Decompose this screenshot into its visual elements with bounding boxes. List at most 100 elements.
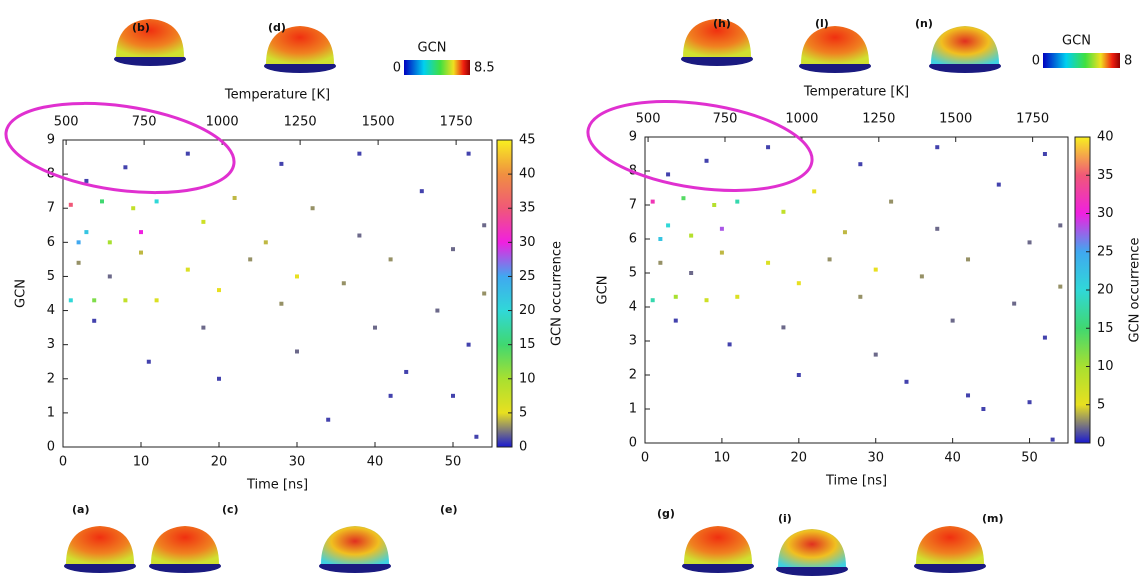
nanoparticle xyxy=(931,26,999,64)
data-point xyxy=(146,359,151,364)
data-point xyxy=(666,223,671,228)
data-point xyxy=(1042,335,1047,340)
y-tick-label: 7 xyxy=(47,201,55,216)
nanoparticle xyxy=(116,19,184,57)
data-point xyxy=(100,199,104,204)
data-point xyxy=(1050,437,1055,442)
data-point xyxy=(68,298,73,303)
data-point xyxy=(727,342,732,347)
y-tick-label: 6 xyxy=(629,232,637,247)
x-tick-label: 40 xyxy=(944,451,961,466)
colorbar-tick-label: 0 xyxy=(1097,436,1105,451)
y-tick-label: 4 xyxy=(47,303,55,318)
data-point xyxy=(217,288,221,293)
data-point xyxy=(451,247,455,252)
data-point xyxy=(658,237,663,241)
colorbar-label: GCN occurrence xyxy=(550,241,565,346)
data-point xyxy=(673,318,678,323)
gcn-scale-min: 0 xyxy=(393,61,401,76)
x2-tick-label: 1750 xyxy=(1016,112,1049,127)
colorbar-tick-label: 5 xyxy=(1097,397,1105,412)
y-axis-label: GCN xyxy=(14,279,29,308)
data-point xyxy=(650,199,655,204)
x2-tick-label: 1000 xyxy=(206,115,239,130)
y-tick-label: 2 xyxy=(629,368,637,383)
panel-label: (i) xyxy=(778,512,792,525)
colorbar-tick-label: 15 xyxy=(519,337,536,352)
data-point xyxy=(935,226,940,231)
y-tick-label: 1 xyxy=(629,402,637,417)
data-point xyxy=(996,182,1001,187)
data-point xyxy=(341,281,346,286)
colorbar-tick-label: 25 xyxy=(1097,244,1114,259)
data-point xyxy=(858,294,863,299)
data-point xyxy=(107,240,112,245)
colorbar-tick-label: 20 xyxy=(1097,283,1114,298)
colorbar xyxy=(496,139,513,448)
data-point xyxy=(435,308,440,313)
data-point xyxy=(827,257,832,262)
colorbar-tick-label: 0 xyxy=(519,440,527,455)
x2-tick-label: 1000 xyxy=(785,112,818,127)
panel-label: (c) xyxy=(222,503,239,516)
x2-tick-label: 500 xyxy=(54,115,79,130)
data-point xyxy=(873,267,878,272)
data-point xyxy=(201,325,206,330)
x2-axis-label: Temperature [K] xyxy=(803,85,909,100)
x-axis-label: Time [ns] xyxy=(246,478,308,493)
data-point xyxy=(357,233,362,238)
y-tick-label: 6 xyxy=(47,235,55,250)
colorbar-tick-label: 40 xyxy=(519,167,536,182)
data-point xyxy=(84,178,89,183)
data-point xyxy=(92,298,97,303)
x2-tick-label: 1500 xyxy=(939,112,972,127)
data-point xyxy=(842,230,847,235)
nanoparticle xyxy=(916,526,984,564)
gcn-scale-title: GCN xyxy=(418,41,447,56)
nanoparticle xyxy=(321,526,389,564)
colorbar-tick-label: 5 xyxy=(519,405,527,420)
panel-label: (n) xyxy=(915,17,933,30)
x2-tick-label: 750 xyxy=(713,112,738,127)
data-point xyxy=(123,165,128,170)
y-axis-label: GCN xyxy=(596,276,611,305)
data-point xyxy=(357,151,362,156)
data-point xyxy=(966,393,971,398)
x-tick-label: 50 xyxy=(1021,451,1038,466)
data-point xyxy=(139,230,143,235)
panel-label: (h) xyxy=(713,17,731,30)
x-tick-label: 30 xyxy=(289,455,306,470)
panel-label: (e) xyxy=(440,503,458,516)
data-point xyxy=(666,172,671,177)
data-point xyxy=(310,206,315,211)
data-point xyxy=(673,294,678,299)
nanoparticle xyxy=(266,26,334,64)
x-tick-label: 0 xyxy=(641,451,649,466)
data-point xyxy=(404,369,409,374)
data-point xyxy=(812,189,817,194)
data-point xyxy=(451,393,455,398)
colorbar-tick-label: 30 xyxy=(519,235,536,250)
x-tick-label: 20 xyxy=(791,451,808,466)
data-point xyxy=(388,257,393,262)
data-point xyxy=(201,219,206,224)
x2-tick-label: 750 xyxy=(132,115,157,130)
data-point xyxy=(689,271,694,275)
colorbar-tick-label: 40 xyxy=(1097,130,1114,145)
data-point xyxy=(185,267,190,272)
colorbar-tick-label: 20 xyxy=(519,303,536,318)
data-point xyxy=(279,161,284,166)
x2-tick-label: 1250 xyxy=(284,115,317,130)
panel-label: (g) xyxy=(657,507,675,520)
gcn-scale-min: 0 xyxy=(1032,54,1040,69)
data-point xyxy=(873,352,878,357)
data-point xyxy=(68,202,73,207)
x-tick-label: 50 xyxy=(445,455,462,470)
data-point xyxy=(735,199,740,204)
data-point xyxy=(419,189,424,194)
gcn-scale-title: GCN xyxy=(1062,34,1091,49)
highlight-ellipse xyxy=(4,101,236,195)
y-tick-label: 1 xyxy=(47,405,55,420)
data-point xyxy=(1058,223,1063,228)
